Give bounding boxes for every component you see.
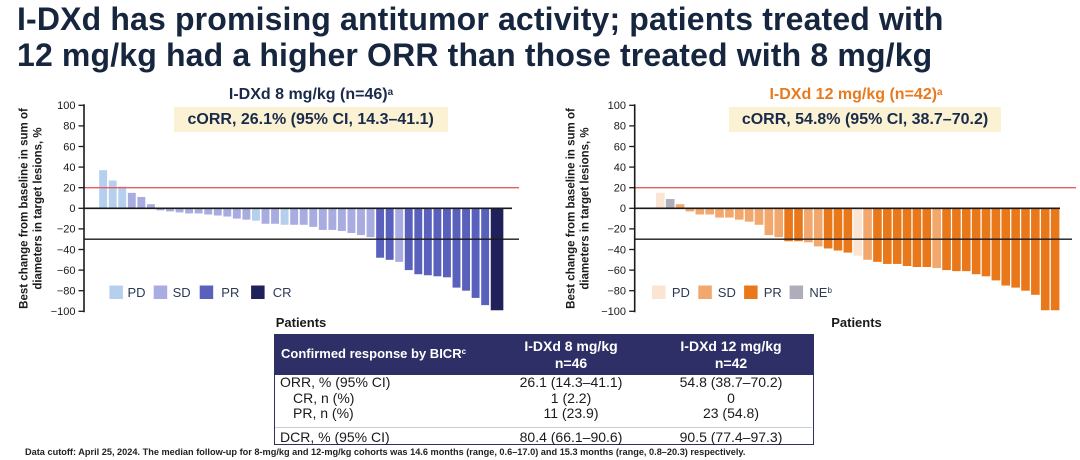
svg-text:−60: −60 xyxy=(57,265,76,277)
svg-text:−40: −40 xyxy=(607,244,626,256)
svg-text:−80: −80 xyxy=(57,286,76,298)
svg-text:80: 80 xyxy=(63,121,75,133)
svg-text:20: 20 xyxy=(63,183,75,195)
svg-text:0: 0 xyxy=(620,203,626,215)
svg-text:60: 60 xyxy=(63,141,75,153)
svg-text:0: 0 xyxy=(69,203,75,215)
svg-text:80: 80 xyxy=(614,121,626,133)
svg-text:60: 60 xyxy=(614,141,626,153)
svg-text:−60: −60 xyxy=(607,265,626,277)
svg-text:−20: −20 xyxy=(607,224,626,236)
svg-text:40: 40 xyxy=(614,162,626,174)
svg-text:−40: −40 xyxy=(57,244,76,256)
svg-text:100: 100 xyxy=(608,100,626,112)
svg-text:40: 40 xyxy=(63,162,75,174)
svg-text:−100: −100 xyxy=(51,306,76,318)
svg-text:−80: −80 xyxy=(607,286,626,298)
svg-text:−100: −100 xyxy=(601,306,626,318)
svg-text:100: 100 xyxy=(57,100,75,112)
svg-text:20: 20 xyxy=(614,183,626,195)
svg-text:−20: −20 xyxy=(57,224,76,236)
